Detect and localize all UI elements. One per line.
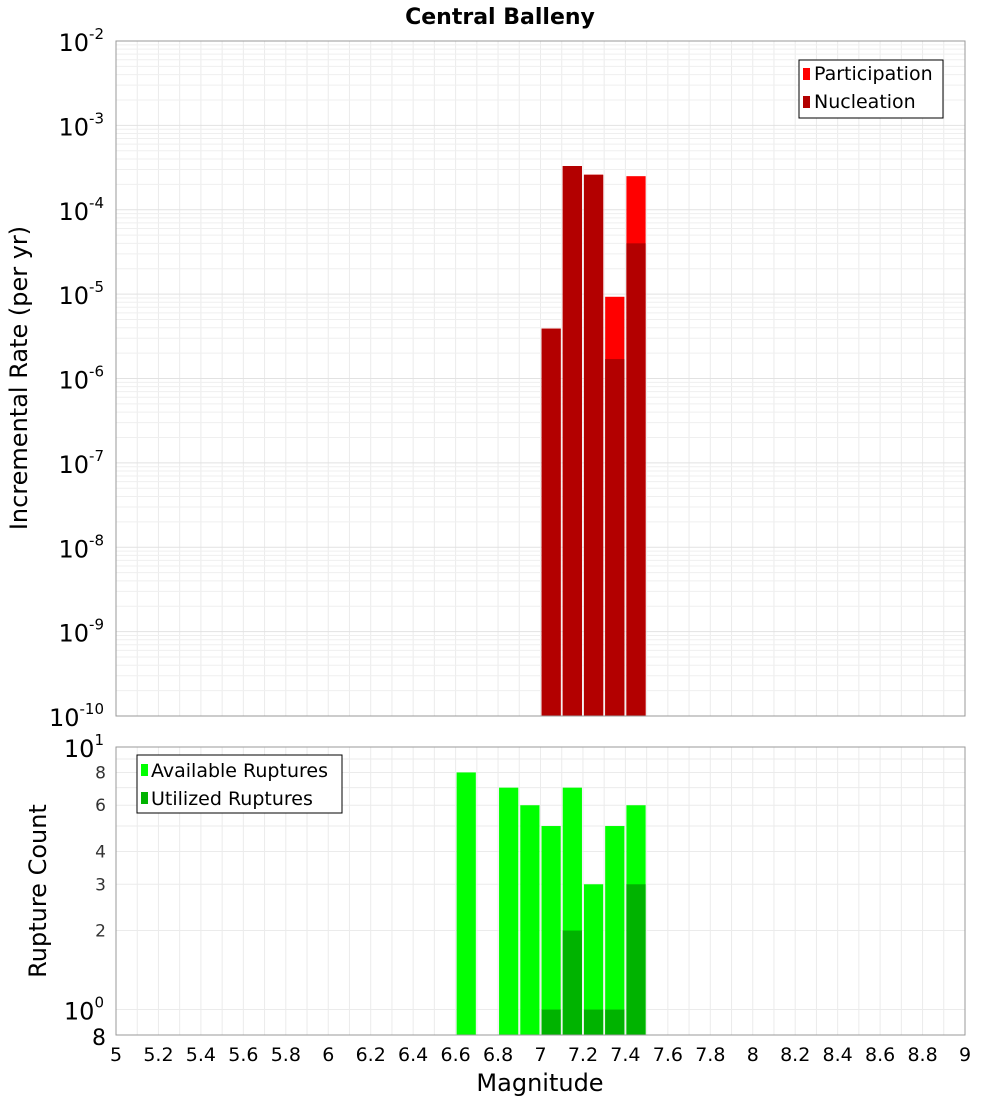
- bottom-y-tick-label: 6: [95, 796, 106, 816]
- bar-nucleation-7.35: [605, 359, 625, 716]
- bar-utilized-ruptures-7.05: [541, 1009, 561, 1035]
- bottom-y-axis-label: Rupture Count: [24, 804, 52, 978]
- top-y-tick-label: 10-6: [58, 363, 104, 395]
- x-tick-label: 5: [110, 1044, 122, 1066]
- legend-label-participation: Participation: [814, 63, 933, 85]
- bar-available-ruptures-6.95: [520, 805, 540, 1035]
- top-plot-grid: [115, 41, 966, 717]
- x-tick-labels: 5 5.2 5.4 5.6 5.8 6 6.2 6.4 6.6 6.8 7 7.2 7.4 7.6 7.8 8…: [110, 1044, 971, 1066]
- bar-nucleation-7.45: [626, 243, 646, 717]
- bar-available-ruptures-7.05: [541, 826, 561, 1035]
- top-y-tick-label: 10-7: [58, 447, 104, 479]
- bar-available-ruptures-6.85: [499, 787, 519, 1035]
- legend-swatch-available: [141, 764, 148, 776]
- x-tick-label: 7.6: [653, 1044, 683, 1066]
- x-tick-label: 8: [747, 1044, 759, 1066]
- bottom-y-tick-label: 4: [95, 842, 106, 862]
- x-tick-label: 7.8: [695, 1044, 725, 1066]
- x-tick-label: 8.2: [780, 1044, 810, 1066]
- bottom-plot-bars: [456, 772, 646, 1035]
- top-y-tick-label: 10-5: [58, 278, 104, 310]
- legend-label-nucleation: Nucleation: [814, 91, 916, 113]
- x-tick-label: 6: [322, 1044, 334, 1066]
- bar-utilized-ruptures-7.45: [626, 884, 646, 1035]
- top-plot-bars: [541, 166, 646, 717]
- x-tick-label: 8.4: [823, 1044, 853, 1066]
- x-tick-label: 5.8: [271, 1044, 301, 1066]
- bar-available-ruptures-6.65: [456, 772, 476, 1035]
- top-y-tick-label: 10-10: [49, 700, 104, 732]
- x-tick-label: 8.6: [865, 1044, 895, 1066]
- x-tick-label: 7: [534, 1044, 546, 1066]
- bottom-y-tick-label: 101: [64, 731, 104, 763]
- bottom-plot-frame: [115, 746, 966, 1036]
- x-tick-label: 6.6: [440, 1044, 470, 1066]
- chart-title: Central Balleny: [405, 5, 595, 30]
- bottom-y-tick-label: 8: [92, 1026, 106, 1051]
- x-tick-label: 6.4: [398, 1044, 428, 1066]
- x-axis-label: Magnitude: [476, 1069, 603, 1097]
- x-tick-label: 9: [959, 1044, 971, 1066]
- bar-utilized-ruptures-7.25: [583, 1009, 604, 1035]
- top-plot-frame: [115, 40, 966, 717]
- bar-nucleation-7.15: [562, 166, 582, 717]
- bottom-y-tick-label: 8: [95, 763, 106, 783]
- bottom-plot-grid: [115, 747, 966, 1035]
- x-tick-label: 5.4: [186, 1044, 216, 1066]
- top-y-tick-label: 10-8: [58, 531, 104, 563]
- legend-swatch-nucleation: [803, 96, 810, 108]
- legend-label-utilized: Utilized Ruptures: [151, 788, 313, 810]
- bar-available-ruptures-7.35: [605, 826, 625, 1035]
- top-legend: Participation Nucleation: [798, 59, 944, 119]
- top-y-tick-label: 10-3: [58, 109, 104, 141]
- bottom-y-tick-label: 3: [95, 875, 106, 895]
- bar-utilized-ruptures-7.15: [562, 930, 582, 1035]
- bottom-legend: Available Ruptures Utilized Ruptures: [136, 754, 343, 814]
- x-tick-label: 7.4: [610, 1044, 640, 1066]
- x-tick-label: 6.8: [483, 1044, 513, 1066]
- bottom-y-tick-label: 2: [95, 922, 106, 942]
- x-tick-label: 7.2: [568, 1044, 598, 1066]
- x-tick-label: 5.6: [228, 1044, 258, 1066]
- x-tick-label: 8.8: [907, 1044, 937, 1066]
- top-y-tick-label: 10-9: [58, 616, 104, 648]
- legend-label-available: Available Ruptures: [151, 760, 328, 782]
- bar-nucleation-7.25: [583, 174, 604, 716]
- x-tick-label: 6.2: [356, 1044, 386, 1066]
- bar-available-ruptures-7.25: [583, 884, 604, 1035]
- x-tick-label: 5.2: [143, 1044, 173, 1066]
- legend-swatch-utilized: [141, 792, 148, 804]
- bottom-y-tick-label: 100: [64, 994, 104, 1026]
- legend-swatch-participation: [803, 68, 810, 80]
- bar-utilized-ruptures-7.35: [605, 1009, 625, 1035]
- top-y-tick-label: 10-2: [58, 25, 104, 57]
- bar-nucleation-7.05: [541, 328, 561, 716]
- top-y-axis-label: Incremental Rate (per yr): [5, 226, 33, 530]
- top-y-tick-label: 10-4: [58, 194, 104, 226]
- top-y-tick-labels: 10-10 10-9 10-8 10-7 10-6 10-5 10-4 10-3 10-2: [49, 25, 104, 732]
